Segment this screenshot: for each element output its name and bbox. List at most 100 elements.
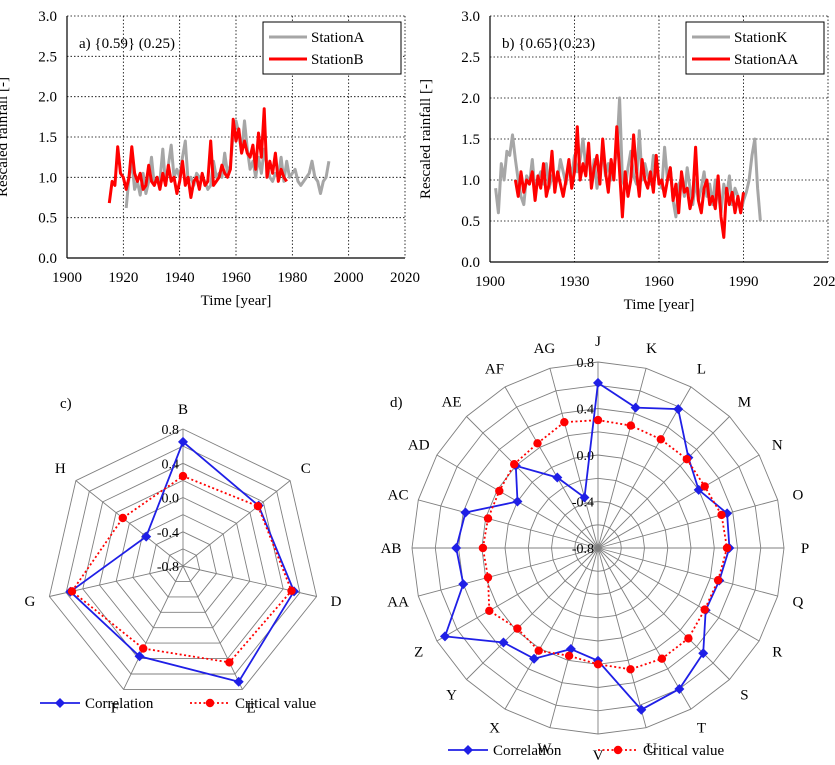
x-axis-title: Time [year] xyxy=(624,297,695,313)
category-label: T xyxy=(697,720,706,736)
category-label: AG xyxy=(534,341,556,357)
category-label: J xyxy=(595,334,601,350)
data-marker-diamond xyxy=(460,507,471,518)
series-line-StationAA xyxy=(513,125,745,239)
data-marker-circle xyxy=(139,644,148,653)
spoke xyxy=(597,547,778,597)
data-marker-diamond xyxy=(674,683,685,694)
panel-annotation: a) {0.59} (0.25) xyxy=(79,36,175,52)
data-marker-circle xyxy=(657,654,667,663)
data-marker-diamond xyxy=(593,377,603,388)
category-label: C xyxy=(301,461,311,477)
data-marker-circle xyxy=(534,646,543,655)
legend-label: StationK xyxy=(734,30,788,46)
spoke xyxy=(182,565,243,690)
legend-label: Critical value xyxy=(235,696,317,712)
category-label: R xyxy=(772,645,782,661)
data-marker-diamond xyxy=(134,651,145,662)
grid-ring xyxy=(99,479,267,644)
y-axis-title: Rescaled rainfall [-] xyxy=(418,79,434,199)
data-marker-circle xyxy=(253,502,263,511)
spoke xyxy=(597,416,730,549)
data-marker-diamond xyxy=(552,472,563,483)
y-tick-label: 1.0 xyxy=(38,170,57,186)
x-tick-label: 1900 xyxy=(52,270,82,286)
legend-frame xyxy=(262,21,402,75)
data-marker-circle xyxy=(593,660,603,669)
grid-ring xyxy=(48,428,318,690)
line-chart-b: 0.0 0.5 1.0 1.5 2.0 2.5 3.0 1900 1930 1960 1990 202… xyxy=(418,9,835,313)
legend-marker xyxy=(205,698,215,708)
spoke xyxy=(549,368,599,549)
data-marker-circle xyxy=(483,573,493,582)
radial-tick-label: 0.0 xyxy=(162,492,180,507)
x-tick-label: 1980 xyxy=(277,270,307,286)
data-marker-diamond xyxy=(439,631,450,642)
data-marker-circle xyxy=(478,543,488,553)
spoke xyxy=(597,386,692,549)
category-label: L xyxy=(697,362,706,378)
category-label: H xyxy=(55,461,66,477)
category-label: V xyxy=(593,748,604,760)
data-marker-circle xyxy=(722,543,732,553)
data-marker-diamond xyxy=(529,653,540,664)
data-marker-circle xyxy=(682,455,691,464)
y-tick-label: 1.0 xyxy=(461,173,480,189)
spoke xyxy=(466,416,599,549)
legend: StationK StationAA xyxy=(685,21,825,75)
spoke xyxy=(549,547,599,728)
data-marker-circle xyxy=(684,634,693,643)
radial-tick-label: -0.4 xyxy=(572,496,594,511)
legend: Correlation Critical value xyxy=(40,696,317,712)
category-label: Z xyxy=(414,645,423,661)
spoke xyxy=(597,499,778,549)
category-label: S xyxy=(740,687,748,703)
x-tick-label: 1900 xyxy=(475,274,505,290)
data-marker-circle xyxy=(560,418,569,427)
radial-tick-label: 0.4 xyxy=(577,403,595,418)
spoke xyxy=(504,547,599,710)
radial-tick-label: -0.8 xyxy=(157,560,179,575)
category-label: AD xyxy=(408,438,430,454)
data-marker-diamond xyxy=(451,543,462,553)
category-label: O xyxy=(792,487,803,503)
legend-label: Critical value xyxy=(643,743,725,759)
grid-ring xyxy=(149,531,217,598)
y-tick-label: 2.0 xyxy=(38,90,57,106)
y-tick-label: 1.5 xyxy=(461,132,480,148)
category-label: N xyxy=(772,438,783,454)
radial-tick-label: 0.8 xyxy=(162,423,180,438)
category-label: AF xyxy=(485,362,504,378)
grid-ring xyxy=(115,497,251,629)
data-marker-diamond xyxy=(498,637,509,648)
x-tick-label: 2020 xyxy=(390,270,420,286)
series-outline-Critical-value xyxy=(70,475,293,664)
spoke xyxy=(182,480,291,567)
radial-tick-label: -0.8 xyxy=(572,542,594,557)
data-marker-diamond xyxy=(233,676,244,687)
x-tick-label: 1920 xyxy=(108,270,138,286)
spoke xyxy=(597,454,760,549)
data-marker-diamond xyxy=(673,404,684,415)
category-label: AB xyxy=(381,541,402,557)
grid-ring xyxy=(82,462,284,660)
panel-annotation: d) xyxy=(390,395,403,411)
data-marker-circle xyxy=(700,605,709,614)
y-tick-label: 0.0 xyxy=(461,255,480,271)
legend-label: Correlation xyxy=(85,696,154,712)
data-marker-diamond xyxy=(178,436,188,447)
data-marker-diamond xyxy=(458,579,469,590)
data-marker-circle xyxy=(717,510,726,520)
data-marker-circle xyxy=(510,460,519,469)
y-tick-label: 2.0 xyxy=(461,91,480,107)
spoke xyxy=(418,547,599,597)
spoke xyxy=(418,499,599,549)
x-tick-label: 1960 xyxy=(221,270,251,286)
category-label: P xyxy=(801,541,809,557)
data-marker-circle xyxy=(485,606,494,615)
series-line-StationA xyxy=(124,119,331,209)
data-marker-circle xyxy=(178,471,188,481)
series-line-StationB xyxy=(107,107,288,204)
